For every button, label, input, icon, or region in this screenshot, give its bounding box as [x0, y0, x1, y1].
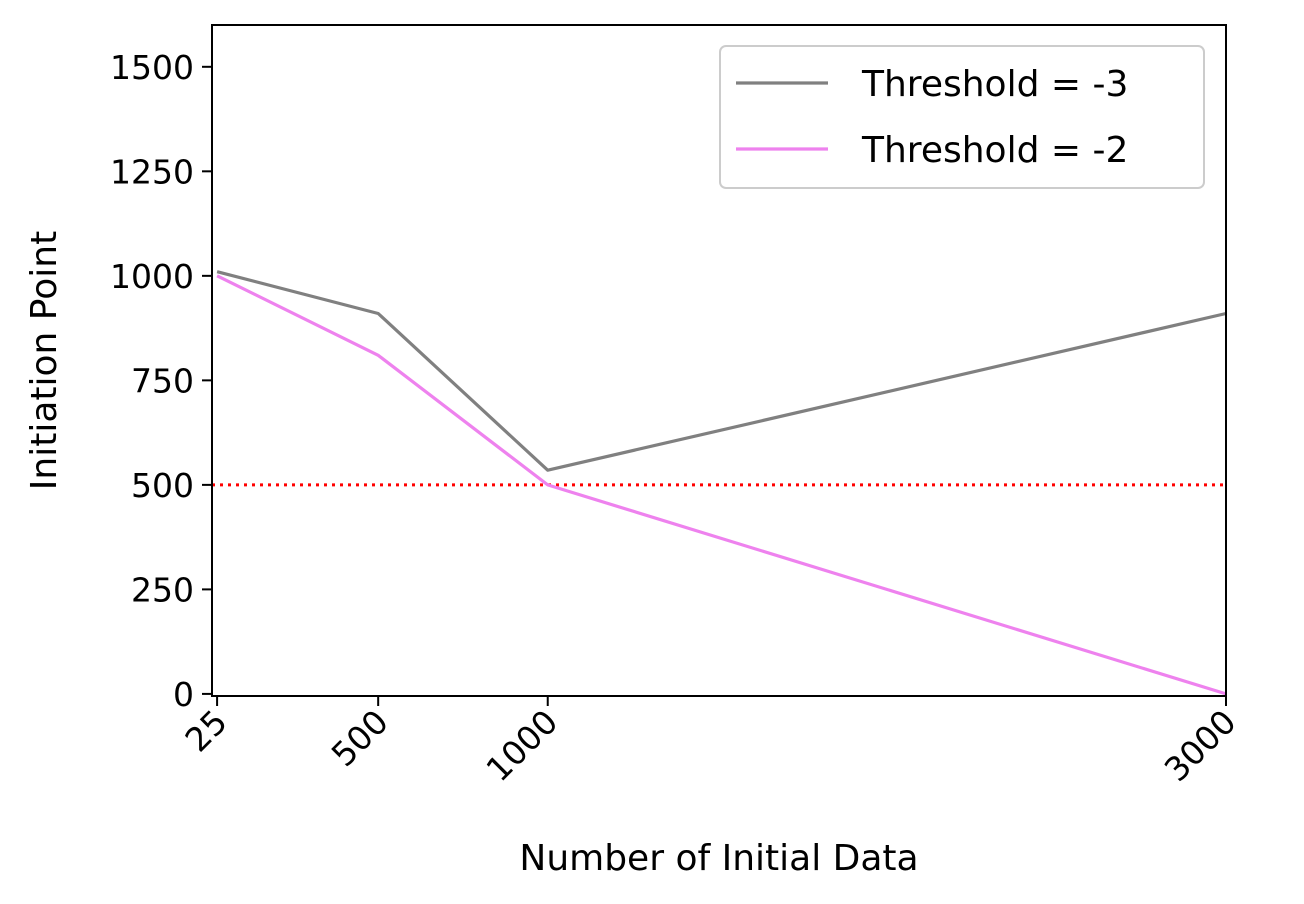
legend-label: Threshold = -3: [861, 64, 1128, 105]
y-tick-label: 500: [131, 466, 194, 505]
y-tick-label: 1500: [110, 48, 194, 87]
series-line-1: [216, 270, 1227, 472]
legend: Threshold = -3 Threshold = -2: [719, 45, 1205, 189]
x-tick-label: 500: [324, 702, 396, 774]
y-tick-label: 0: [173, 675, 194, 714]
y-tick-label: 250: [131, 570, 194, 609]
x-tick-label: 3000: [1157, 702, 1244, 789]
legend-box: [719, 45, 1205, 189]
y-axis-ticks: 0 250 500 750 1000 1250 1500: [110, 48, 212, 714]
y-tick-label: 1000: [110, 257, 194, 296]
series-lines: [216, 270, 1227, 696]
legend-label: Threshold = -2: [861, 130, 1128, 171]
y-tick-label: 1250: [110, 152, 194, 191]
y-axis-title: Initiation Point: [24, 231, 65, 490]
x-tick-label: 1000: [478, 702, 565, 789]
series-line-2: [216, 274, 1227, 696]
x-axis-ticks: 25 500 1000 3000: [177, 696, 1244, 789]
y-tick-label: 750: [131, 361, 194, 400]
x-axis-title: Number of Initial Data: [519, 838, 918, 879]
plot-area-frame: [211, 24, 1227, 697]
